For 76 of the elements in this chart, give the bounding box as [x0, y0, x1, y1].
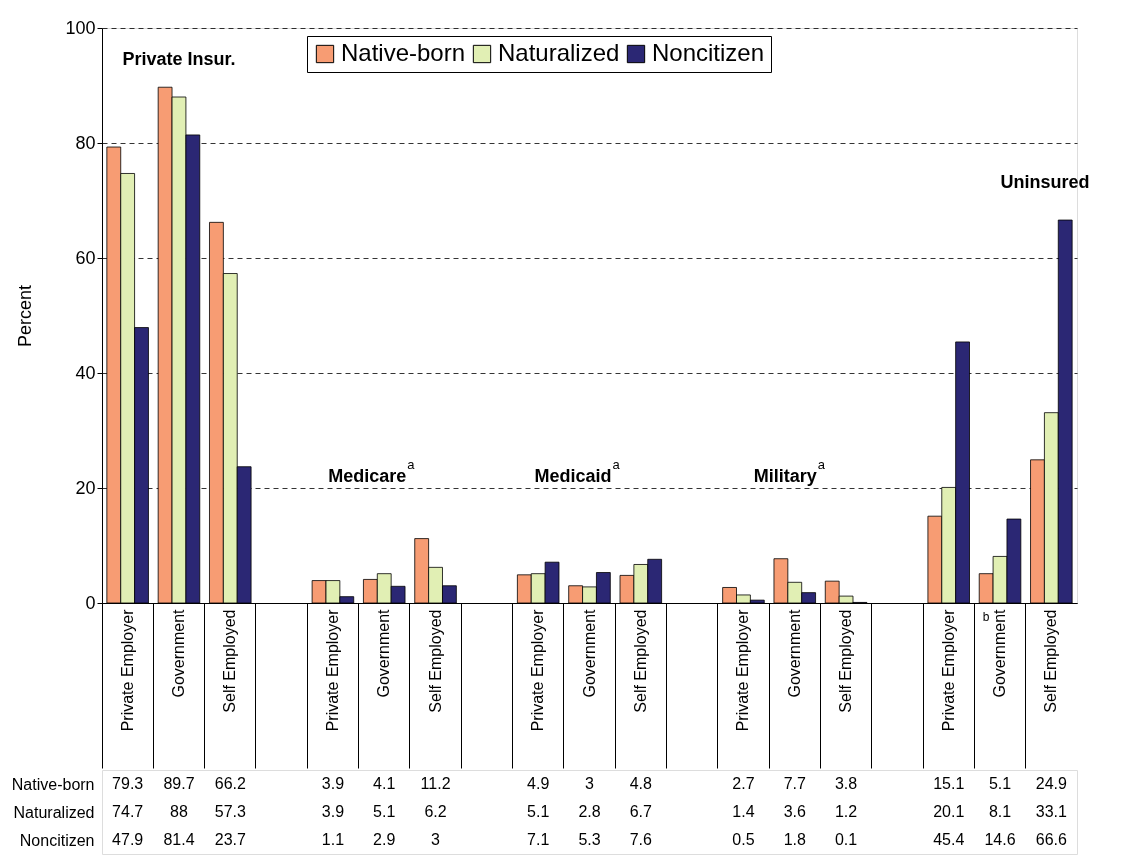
data-label: 33.1	[1035, 803, 1068, 820]
data-label: 3.9	[321, 803, 345, 820]
data-label: 7.6	[629, 831, 653, 848]
data-label: 3.9	[321, 775, 345, 792]
text: Native-born	[11, 775, 95, 793]
x-tick-label: Government	[375, 608, 393, 698]
data-label: 8.1	[988, 803, 1012, 820]
data-label: 15.1	[933, 775, 965, 792]
data-label: 57.3	[214, 803, 246, 820]
data-label: 5.1	[988, 775, 1012, 792]
data-label: 2.8	[578, 803, 601, 820]
data-label: 5.1	[373, 803, 396, 820]
data-label: 24.9	[1035, 775, 1068, 792]
data-label: 20.1	[933, 803, 965, 820]
x-tick-label: Private Employer	[118, 608, 136, 732]
x-tick-label: Self Employed	[426, 609, 444, 713]
y-tick-label: 0	[85, 592, 96, 613]
x-tick-label: Government	[785, 608, 803, 698]
annotation: Private Insur.	[122, 49, 236, 69]
data-label: 14.6	[984, 831, 1016, 848]
text: Noncitizen	[19, 831, 95, 849]
data-label: 81.4	[163, 831, 195, 848]
data-label: 3	[585, 775, 595, 792]
y-axis-title: Percent	[15, 284, 36, 348]
x-tick-label: Private Employer	[939, 608, 957, 732]
data-label: 5.3	[578, 831, 601, 848]
y-tick-label: 80	[75, 132, 96, 153]
data-label: 3.6	[783, 803, 806, 820]
data-label: 7.1	[527, 831, 550, 848]
data-label: 0.5	[732, 831, 755, 848]
data-label: 6.7	[629, 803, 653, 820]
x-tick-label: Self Employed	[1042, 609, 1060, 713]
data-label: 2.7	[732, 775, 755, 792]
data-label: 88	[170, 803, 188, 820]
data-label: 1.1	[321, 831, 345, 848]
x-tick-label: Government	[580, 608, 598, 698]
text: Naturalized	[13, 803, 95, 821]
y-tick-label: 100	[65, 17, 96, 38]
data-label: 89.7	[163, 775, 195, 792]
data-label: 6.2	[424, 803, 447, 820]
x-tick-label: Private Employer	[529, 608, 547, 732]
data-label: 45.4	[933, 831, 965, 848]
x-tick-label: Self Employed	[221, 609, 239, 713]
y-tick-label: 40	[75, 362, 96, 383]
annotation: Uninsured	[1000, 172, 1090, 193]
y-tick-label: 20	[75, 477, 96, 498]
x-tick-label: Government	[991, 608, 1009, 698]
data-label: 23.7	[214, 831, 246, 848]
x-tick-label: Self Employed	[631, 609, 649, 713]
data-label: 1.4	[732, 803, 755, 820]
y-tick-label: 60	[75, 247, 96, 268]
data-label: 47.9	[112, 831, 144, 848]
data-label: 7.7	[783, 775, 806, 792]
data-label: 4.8	[629, 775, 653, 792]
x-tick-label: Government	[169, 608, 187, 698]
data-label: 1.8	[783, 831, 806, 848]
legend-label: Noncitizen	[652, 39, 765, 66]
data-label: 3	[431, 831, 441, 848]
data-label: 4.1	[373, 775, 396, 792]
data-label: 5.1	[527, 803, 550, 820]
data-label: 1.2	[834, 803, 858, 820]
legend-label: Naturalized	[498, 39, 620, 66]
legend-label: Native-born	[341, 39, 466, 66]
data-label: 66.2	[214, 775, 246, 792]
x-tick-label: Self Employed	[837, 609, 855, 713]
data-label: 3.8	[834, 775, 858, 792]
data-label: 66.6	[1035, 831, 1068, 848]
x-tick-label: Private Employer	[734, 608, 752, 732]
text: b	[982, 610, 990, 624]
data-label: 2.9	[373, 831, 396, 848]
data-label: 0.1	[834, 831, 858, 848]
data-label: 79.3	[112, 775, 144, 792]
data-label: 74.7	[112, 803, 144, 820]
data-label: 4.9	[527, 775, 550, 792]
x-tick-label: Private Employer	[323, 608, 341, 732]
data-label: 11.2	[420, 775, 451, 792]
